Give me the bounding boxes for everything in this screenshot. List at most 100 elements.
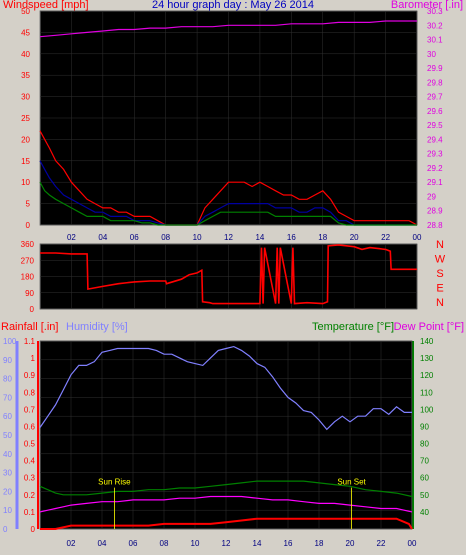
wind-left-tick-label: 20 — [21, 135, 30, 144]
barometer-axis-label: Barometer [.in] — [391, 0, 463, 11]
series-barometer — [39, 20, 417, 38]
rainfall-tick-label: 0.2 — [24, 491, 36, 500]
wind-x-tick-label: 12 — [224, 233, 233, 242]
direction-tick-label: 90 — [25, 289, 34, 298]
humidity-tick-label: 60 — [3, 412, 12, 421]
rainfall-tick-label: 0.7 — [24, 405, 36, 414]
compass-label: N — [436, 297, 444, 309]
direction-tick-label: 360 — [21, 240, 35, 249]
barometer-tick-label: 29 — [427, 192, 436, 201]
climate-x-tick-label: 04 — [98, 539, 107, 548]
humidity-tick-label: 100 — [3, 337, 17, 346]
wind-x-tick-label: 04 — [98, 233, 107, 242]
series-average — [39, 160, 417, 226]
series-dew_point — [39, 495, 413, 513]
barometer-tick-label: 29.6 — [427, 107, 443, 116]
humidity-tick-label: 40 — [3, 450, 12, 459]
temperature-tick-label: 70 — [420, 457, 429, 466]
climate-x-tick-label: 22 — [377, 539, 386, 548]
humidity-tick-label: 90 — [3, 356, 12, 365]
barometer-tick-label: 29.3 — [427, 150, 443, 159]
humidity-tick-label: 80 — [3, 375, 12, 384]
barometer-tick-label: 30.1 — [427, 36, 443, 45]
wind-x-tick-label: 16 — [287, 233, 296, 242]
barometer-tick-label: 29.2 — [427, 164, 443, 173]
compass-label: N — [436, 239, 444, 251]
temperature-tick-label: 80 — [420, 440, 429, 449]
wind-x-tick-label: 14 — [255, 233, 264, 242]
wind-x-tick-label: 06 — [130, 233, 139, 242]
direction-tick-label: 0 — [30, 305, 35, 314]
wind-x-tick-label: 20 — [350, 233, 359, 242]
climate-x-tick-label: 08 — [160, 539, 169, 548]
wind-left-tick-label: 35 — [21, 71, 30, 80]
climate-x-tick-label: 02 — [67, 539, 76, 548]
climate-x-tick-label: 06 — [129, 539, 138, 548]
rainfall-tick-label: 0.5 — [24, 440, 36, 449]
climate-x-tick-label: 12 — [222, 539, 231, 548]
series-gust — [39, 130, 418, 226]
barometer-tick-label: 29.7 — [427, 93, 443, 102]
barometer-tick-label: 30.2 — [427, 21, 443, 30]
temperature-tick-label: 140 — [420, 337, 434, 346]
temperature-tick-label: 90 — [420, 422, 429, 431]
wind-left-tick-label: 30 — [21, 93, 30, 102]
climate-x-tick-label: 18 — [315, 539, 324, 548]
series-rainfall — [40, 517, 413, 530]
humidity-tick-label: 30 — [3, 469, 12, 478]
climate-x-tick-label: 16 — [284, 539, 293, 548]
rainfall-tick-label: 0.3 — [24, 474, 36, 483]
temperature-tick-label: 40 — [420, 508, 429, 517]
temperature-tick-label: 130 — [420, 354, 434, 363]
rainfall-tick-label: 0.1 — [24, 508, 36, 517]
rainfall-tick-label: 0.4 — [24, 457, 36, 466]
direction-tick-label: 270 — [21, 256, 35, 265]
wind-left-tick-label: 0 — [26, 221, 31, 230]
wind-left-tick-label: 50 — [21, 7, 30, 16]
barometer-tick-label: 29.1 — [427, 178, 443, 187]
climate-x-tick-label: 20 — [346, 539, 355, 548]
sun-event-label: Sun Rise — [98, 478, 131, 487]
wind-left-tick-label: 10 — [21, 178, 30, 187]
wind-left-tick-label: 5 — [26, 200, 31, 209]
humidity-tick-label: 50 — [3, 431, 12, 440]
rainfall-tick-label: 1.1 — [24, 337, 36, 346]
windspeed-axis-label: Windspeed [mph] — [3, 0, 89, 11]
barometer-tick-label: 29.4 — [427, 135, 443, 144]
temperature-tick-label: 110 — [420, 388, 433, 397]
temperature-axis-label: Temperature [°F] — [312, 321, 394, 333]
rainfall-tick-label: 0.9 — [24, 371, 36, 380]
wind-left-tick-label: 15 — [21, 157, 30, 166]
rainfall-tick-label: 1 — [31, 354, 36, 363]
series-speed — [39, 181, 417, 226]
rainfall-tick-label: 0.6 — [24, 422, 36, 431]
humidity-tick-label: 70 — [3, 393, 12, 402]
wind-x-tick-label: 22 — [381, 233, 390, 242]
barometer-tick-label: 28.8 — [427, 221, 443, 230]
dewpoint-axis-label: Dew Point [°F] — [394, 321, 464, 333]
climate-x-tick-label: 14 — [253, 539, 262, 548]
wind-x-tick-label: 18 — [318, 233, 327, 242]
climate-x-tick-label: 00 — [408, 539, 417, 548]
barometer-tick-label: 30 — [427, 50, 436, 59]
barometer-tick-label: 30.3 — [427, 7, 443, 16]
wind-x-tick-label: 10 — [193, 233, 202, 242]
temperature-tick-label: 120 — [420, 371, 434, 380]
temperature-tick-label: 100 — [420, 405, 434, 414]
direction-tick-label: 180 — [21, 273, 35, 282]
wind-x-tick-label: 02 — [67, 233, 76, 242]
series-wind_direction — [40, 244, 417, 305]
temperature-tick-label: 50 — [420, 491, 429, 500]
compass-label: E — [436, 283, 443, 295]
humidity-tick-label: 20 — [3, 487, 12, 496]
humidity-axis-label: Humidity [%] — [66, 321, 128, 333]
rainfall-tick-label: 0.8 — [24, 388, 36, 397]
compass-label: W — [435, 254, 446, 266]
rainfall-tick-label: 0 — [31, 525, 36, 534]
rainfall-axis-label: Rainfall [.in] — [1, 321, 58, 333]
compass-label: S — [436, 268, 443, 280]
wind-left-tick-label: 25 — [21, 114, 30, 123]
barometer-tick-label: 29.5 — [427, 121, 443, 130]
